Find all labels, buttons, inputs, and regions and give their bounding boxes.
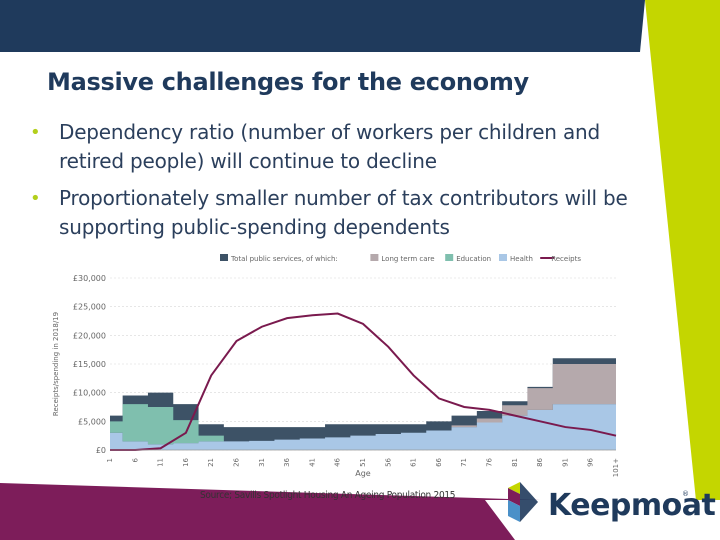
- x-tick-label: 61: [410, 458, 418, 467]
- area-long-term-care: [110, 364, 616, 445]
- y-tick-label: £30,000: [73, 274, 106, 283]
- logo-white-area: [485, 500, 720, 540]
- bullet-item: • Proportionately smaller number of tax …: [30, 184, 670, 242]
- x-axis-label: Age: [355, 469, 371, 478]
- x-tick-label: 1: [106, 458, 114, 462]
- bullet-dot: •: [30, 188, 41, 209]
- legend-label: Education: [456, 255, 491, 263]
- x-tick-label: 41: [308, 458, 316, 467]
- x-tick-label: 46: [334, 457, 342, 466]
- legend-swatch: [499, 254, 507, 261]
- legend-swatch: [370, 254, 379, 261]
- x-tick-label: 31: [258, 458, 266, 467]
- x-tick-label: 66: [435, 457, 443, 466]
- y-tick-label: £25,000: [73, 303, 106, 312]
- source-caption: Source; Savills Spotlight Housing An Age…: [200, 490, 456, 501]
- x-tick-label: 36: [283, 457, 291, 466]
- logo-wordmark: Keepmoat: [548, 488, 716, 523]
- legend-label: Health: [510, 255, 533, 263]
- age-profile-chart: £0 £5,000 £10,000 £15,000 £20,000 £25,000 £30,…: [52, 254, 618, 478]
- x-tick-label: 81: [511, 458, 519, 467]
- y-tick-label: £10,000: [73, 389, 106, 398]
- legend-swatch: [445, 254, 454, 261]
- navy-header-band: [0, 0, 645, 52]
- area-education: [110, 404, 616, 445]
- x-tick-label: 86: [536, 457, 544, 466]
- x-tick-label: 16: [182, 457, 190, 466]
- x-tick-label: 21: [207, 458, 215, 467]
- bullet-list: • Dependency ratio (number of workers pe…: [30, 118, 670, 250]
- keepmoat-arrow-logo-icon: [508, 482, 538, 522]
- receipts-line: [110, 312, 617, 451]
- y-tick-label: £5,000: [78, 417, 106, 426]
- y-axis-label: Receipts/spending in 2018/19: [52, 312, 60, 416]
- bullet-item: • Dependency ratio (number of workers pe…: [30, 118, 670, 176]
- x-tick-label: 76: [486, 457, 494, 466]
- area-health: [110, 404, 616, 450]
- x-tick-label: 56: [384, 457, 392, 466]
- logo-registered-mark: ®: [682, 490, 689, 498]
- x-tick-label: 91: [561, 458, 569, 467]
- x-tick-label: 71: [460, 458, 468, 467]
- x-tick-label: 96: [587, 457, 595, 466]
- legend-label: Long term care: [381, 255, 434, 263]
- lime-side-band: [645, 0, 720, 540]
- x-tick-label: 26: [233, 457, 241, 466]
- x-tick-label: 51: [359, 458, 367, 467]
- bullet-dot: •: [30, 122, 41, 143]
- x-tick-label: 11: [157, 458, 165, 467]
- y-tick-label: £15,000: [73, 360, 106, 369]
- keepmoat-logo: [508, 482, 538, 522]
- bullet-text: Dependency ratio (number of workers per …: [59, 120, 600, 173]
- y-tick-label: £0: [96, 446, 106, 455]
- slide-title: Massive challenges for the economy: [47, 68, 529, 96]
- legend-label: Total public services, of which:: [230, 255, 338, 263]
- x-tick-label: 101+: [612, 458, 618, 477]
- x-tick-label: 6: [131, 457, 139, 462]
- legend-label: Receipts: [551, 255, 581, 263]
- legend-swatch: [220, 254, 228, 261]
- bullet-text: Proportionately smaller number of tax co…: [59, 186, 628, 239]
- y-tick-label: £20,000: [73, 331, 106, 340]
